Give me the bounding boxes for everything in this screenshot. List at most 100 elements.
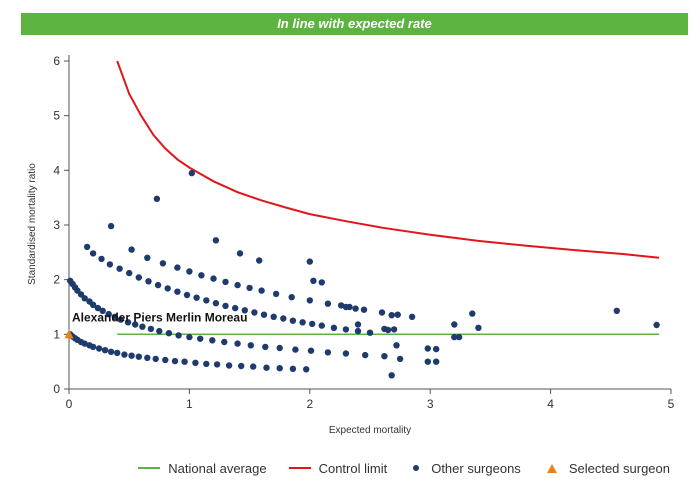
surgeon-point: [121, 351, 128, 358]
x-tick-label: 3: [427, 397, 434, 411]
chart-lines: [116, 60, 660, 336]
surgeon-point: [388, 372, 395, 379]
x-tick-label: 2: [306, 397, 313, 411]
surgeon-point: [222, 302, 229, 310]
surgeon-point: [276, 344, 283, 352]
surgeon-point: [222, 278, 229, 286]
surgeon-point: [124, 319, 132, 326]
surgeon-point: [475, 324, 482, 331]
surgeon-point: [288, 294, 295, 301]
chart-points: [67, 169, 660, 379]
surgeon-point: [390, 326, 398, 333]
y-tick-label: 2: [53, 273, 60, 287]
other-surgeons-swatch: [413, 465, 420, 471]
surgeon-point: [396, 355, 404, 363]
chart-legend: National average Control limit Other sur…: [0, 458, 700, 478]
surgeon-point: [318, 322, 325, 329]
surgeon-point: [260, 311, 268, 318]
surgeon-point: [306, 297, 313, 304]
surgeon-point: [330, 324, 338, 331]
surgeon-point: [234, 281, 241, 289]
surgeon-point: [193, 294, 200, 301]
national-average-swatch: [138, 467, 161, 469]
surgeon-point: [98, 255, 105, 263]
legend-label: Selected surgeon: [568, 460, 670, 476]
surgeon-point: [424, 345, 431, 352]
surgeon-point: [106, 261, 114, 268]
surgeon-point: [272, 290, 280, 298]
surgeon-point: [128, 246, 135, 253]
surgeon-point: [181, 358, 188, 365]
surgeon-point: [144, 354, 151, 361]
surgeon-point: [394, 311, 401, 318]
surgeon-point: [289, 365, 297, 372]
surgeon-point: [378, 309, 386, 316]
surgeon-point: [408, 313, 416, 320]
surgeon-point: [116, 265, 123, 272]
surgeon-point: [212, 237, 220, 244]
surgeon-point: [203, 297, 210, 304]
surgeon-point: [209, 337, 216, 344]
selected-surgeon-marker: Alexander Piers Merlin Moreau: [64, 310, 247, 339]
surgeon-point: [99, 307, 106, 314]
legend-item-selected-surgeon[interactable]: Selected surgeon: [543, 461, 670, 476]
surgeon-point: [117, 316, 125, 323]
surgeon-point: [354, 327, 362, 335]
surgeon-point: [165, 330, 173, 337]
surgeon-point: [366, 329, 374, 336]
surgeon-point: [342, 326, 350, 333]
surgeon-point: [212, 300, 220, 307]
surgeon-point: [289, 317, 297, 324]
surgeon-point: [262, 343, 269, 351]
surgeon-point: [469, 310, 476, 317]
surgeon-point: [241, 307, 248, 314]
surgeon-point: [388, 312, 395, 319]
surgeon-point: [270, 313, 277, 320]
surgeon-point: [162, 356, 169, 364]
surgeon-point: [154, 281, 162, 289]
control-limit-swatch: [288, 467, 311, 469]
surgeon-point: [381, 353, 388, 360]
surgeon-point: [384, 326, 392, 334]
surgeon-point: [234, 340, 241, 347]
surgeon-point: [147, 325, 155, 333]
surgeon-point: [198, 272, 205, 279]
surgeon-point: [174, 264, 181, 271]
surgeon-point: [192, 359, 199, 366]
surgeon-point: [247, 342, 254, 349]
legend-item-national-average[interactable]: National average: [138, 461, 267, 476]
surgeon-point: [451, 333, 458, 341]
surgeon-point: [107, 222, 115, 230]
surgeon-point: [433, 358, 440, 365]
legend-item-other-surgeons[interactable]: Other surgeons: [409, 461, 521, 476]
surgeon-point: [292, 346, 299, 353]
surgeon-point: [276, 365, 283, 372]
legend-label: Control limit: [318, 460, 388, 476]
surgeon-point: [324, 349, 332, 356]
surgeon-point: [89, 301, 97, 308]
legend-item-control-limit[interactable]: Control limit: [288, 460, 388, 476]
surgeon-point: [132, 321, 139, 328]
surgeon-point: [307, 347, 315, 354]
surgeon-point: [225, 362, 233, 369]
surgeon-point: [145, 278, 152, 285]
y-tick-label: 6: [53, 54, 60, 68]
surgeon-point: [354, 321, 362, 328]
status-banner: In line with expected rate: [21, 13, 688, 35]
surgeon-point: [433, 345, 440, 353]
x-tick-label: 0: [66, 397, 73, 411]
selected-surgeon-point: [64, 329, 74, 339]
surgeon-point: [362, 351, 369, 359]
x-axis-label: Expected mortality: [329, 425, 411, 436]
surgeon-point: [303, 366, 310, 373]
surgeon-point: [101, 347, 109, 354]
surgeon-point: [186, 333, 193, 341]
y-axis-label: Standardised mortality ratio: [27, 163, 38, 285]
selected-surgeon-label: Alexander Piers Merlin Moreau: [72, 310, 247, 324]
surgeon-point: [318, 279, 325, 286]
surgeon-point: [139, 323, 146, 330]
surgeon-point: [236, 250, 244, 257]
surgeon-point: [346, 303, 353, 311]
y-tick-label: 3: [53, 218, 60, 232]
surgeon-point: [306, 258, 313, 265]
